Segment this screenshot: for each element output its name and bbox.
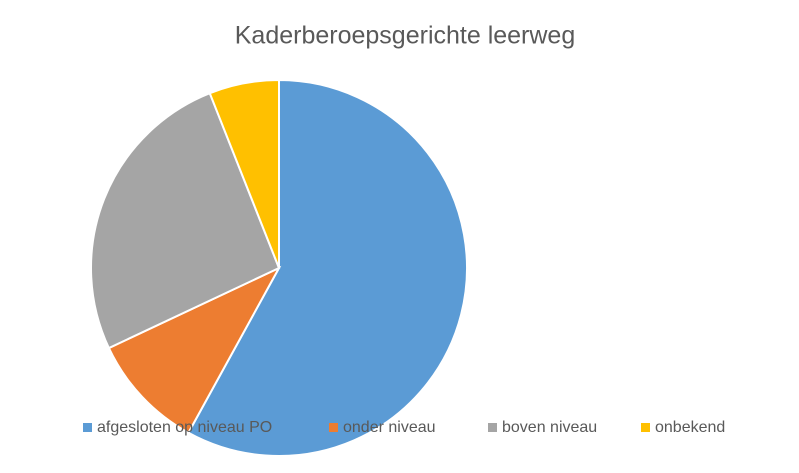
legend-swatch (329, 423, 338, 432)
pie-slice (107, 265, 282, 435)
pie-slice (208, 78, 280, 269)
legend-label: onder niveau (343, 419, 436, 436)
legend-label: afgesloten op niveau PO (97, 419, 272, 436)
legend-swatch (488, 423, 497, 432)
legend-swatch (641, 423, 650, 432)
legend-label: onbekend (655, 419, 725, 436)
legend-label: boven niveau (502, 419, 597, 436)
legend-swatch (83, 423, 92, 432)
pie-slice (187, 78, 468, 457)
pie-slice (90, 91, 281, 350)
chart-title: Kaderberoepsgerichte leerweg (235, 22, 576, 50)
